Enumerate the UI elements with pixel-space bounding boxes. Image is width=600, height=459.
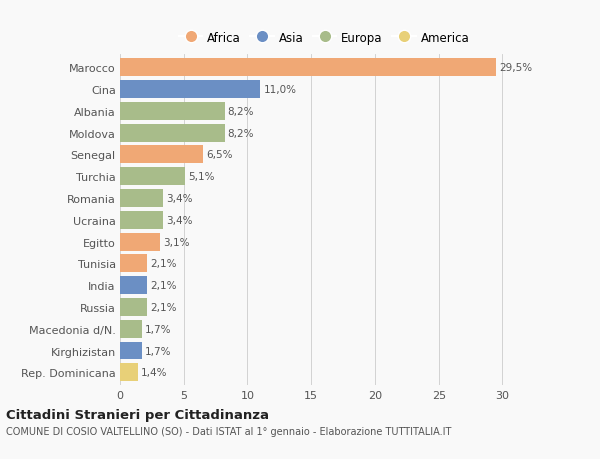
Bar	[120, 81, 260, 99]
Bar	[120, 342, 142, 360]
Bar	[120, 124, 224, 142]
Text: 3,4%: 3,4%	[167, 194, 193, 204]
Legend: Africa, Asia, Europa, America: Africa, Asia, Europa, America	[175, 28, 473, 48]
Bar	[120, 168, 185, 186]
Text: 11,0%: 11,0%	[263, 85, 296, 95]
Text: 3,4%: 3,4%	[167, 215, 193, 225]
Bar	[120, 103, 224, 121]
Text: 6,5%: 6,5%	[206, 150, 233, 160]
Text: 29,5%: 29,5%	[499, 63, 532, 73]
Text: 2,1%: 2,1%	[150, 280, 176, 291]
Text: 3,1%: 3,1%	[163, 237, 189, 247]
Bar	[120, 212, 163, 229]
Bar	[120, 277, 147, 295]
Bar	[120, 364, 138, 381]
Bar	[120, 233, 160, 251]
Bar	[120, 146, 203, 164]
Bar	[120, 190, 163, 207]
Bar	[120, 298, 147, 316]
Bar	[120, 255, 147, 273]
Text: 5,1%: 5,1%	[188, 172, 215, 182]
Text: 8,2%: 8,2%	[228, 129, 254, 138]
Text: 8,2%: 8,2%	[228, 106, 254, 117]
Bar	[120, 320, 142, 338]
Text: COMUNE DI COSIO VALTELLINO (SO) - Dati ISTAT al 1° gennaio - Elaborazione TUTTIT: COMUNE DI COSIO VALTELLINO (SO) - Dati I…	[6, 426, 451, 436]
Bar	[120, 59, 496, 77]
Text: 1,7%: 1,7%	[145, 346, 172, 356]
Text: 2,1%: 2,1%	[150, 259, 176, 269]
Text: 1,7%: 1,7%	[145, 324, 172, 334]
Text: 1,4%: 1,4%	[141, 368, 167, 377]
Text: Cittadini Stranieri per Cittadinanza: Cittadini Stranieri per Cittadinanza	[6, 408, 269, 421]
Text: 2,1%: 2,1%	[150, 302, 176, 312]
